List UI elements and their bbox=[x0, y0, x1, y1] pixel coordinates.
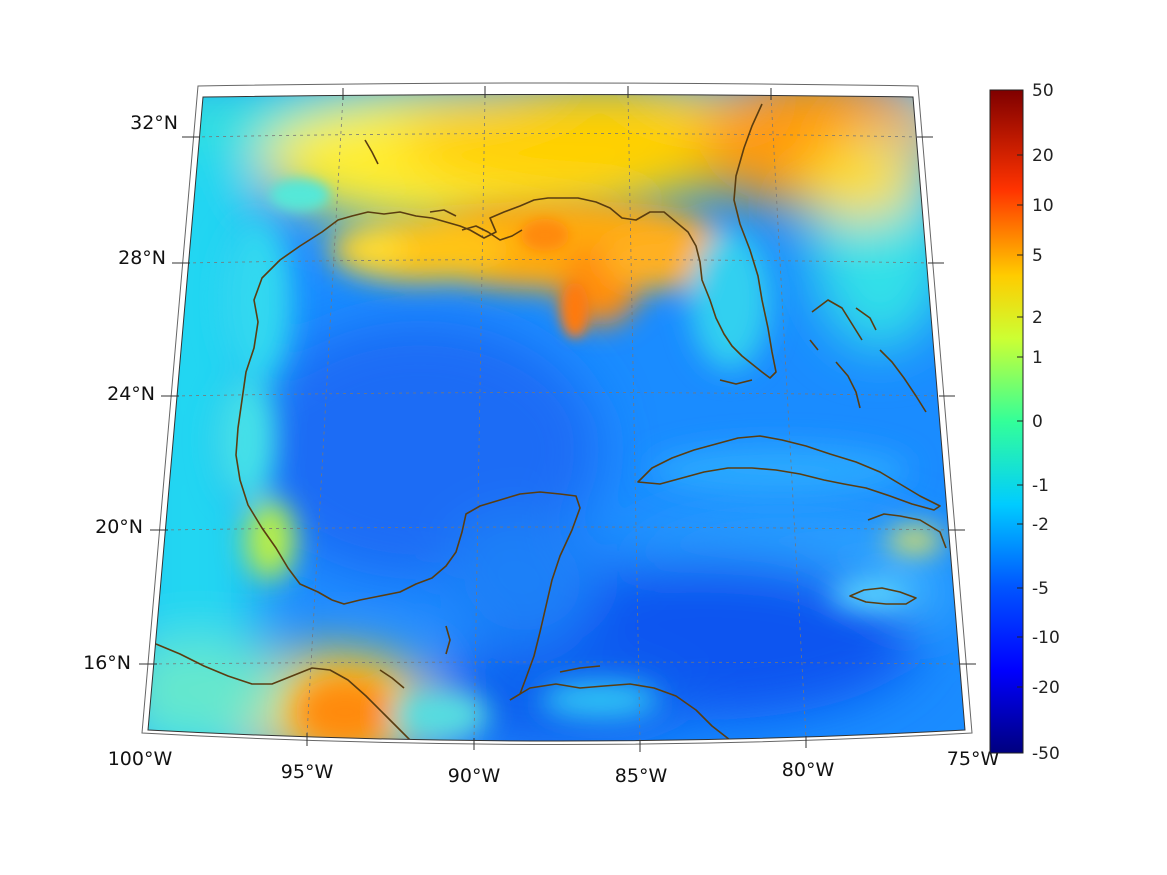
colorbar-label-neg50: -50 bbox=[1032, 744, 1060, 764]
lon-label-100w: 100°W bbox=[108, 748, 173, 770]
lon-label-80w: 80°W bbox=[782, 759, 835, 781]
data-field bbox=[148, 94, 965, 741]
colorbar-label-neg1: -1 bbox=[1032, 476, 1049, 496]
lat-label-24n: 24°N bbox=[107, 383, 155, 405]
colorbar-label-neg10: -10 bbox=[1032, 628, 1060, 648]
map-frame bbox=[139, 82, 976, 752]
colorbar: 50 20 10 5 2 1 0 -1 -2 -5 -10 -20 -50 bbox=[989, 81, 1060, 764]
lat-label-28n: 28°N bbox=[118, 247, 166, 269]
graticule bbox=[151, 94, 961, 741]
colorbar-label-neg20: -20 bbox=[1032, 678, 1060, 698]
lon-label-85w: 85°W bbox=[615, 765, 668, 787]
lat-label-32n: 32°N bbox=[130, 112, 178, 134]
lon-label-75w: 75°W bbox=[947, 748, 1000, 770]
lat-labels: 32°N 28°N 24°N 20°N 16°N bbox=[83, 112, 178, 674]
colorbar-label-2: 2 bbox=[1032, 308, 1043, 328]
lon-label-95w: 95°W bbox=[281, 761, 334, 783]
lon-label-90w: 90°W bbox=[448, 765, 501, 787]
colorbar-label-1: 1 bbox=[1032, 348, 1043, 368]
colorbar-label-10: 10 bbox=[1032, 196, 1054, 216]
lat-label-16n: 16°N bbox=[83, 652, 131, 674]
colorbar-label-20: 20 bbox=[1032, 146, 1054, 166]
colorbar-label-50: 50 bbox=[1032, 81, 1054, 101]
colorbar-label-5: 5 bbox=[1032, 246, 1043, 266]
colorbar-label-neg2: -2 bbox=[1032, 515, 1049, 535]
lon-labels: 100°W 95°W 90°W 85°W 80°W 75°W bbox=[108, 748, 1000, 787]
colorbar-label-neg5: -5 bbox=[1032, 579, 1049, 599]
lat-label-20n: 20°N bbox=[95, 516, 143, 538]
colorbar-ticks bbox=[1017, 154, 1023, 688]
coastlines bbox=[155, 103, 947, 741]
colorbar-label-0: 0 bbox=[1032, 412, 1043, 432]
